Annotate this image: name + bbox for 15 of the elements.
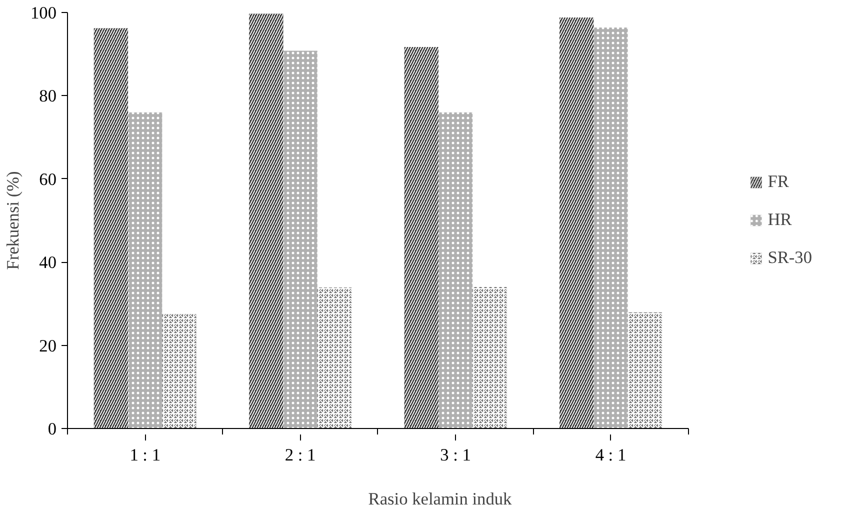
legend-label: HR [768, 210, 792, 230]
y-tick-label: 0 [48, 420, 57, 438]
y-tick-label: 60 [39, 170, 56, 189]
legend-label: SR-30 [768, 248, 812, 268]
y-tick-label: 80 [39, 86, 56, 106]
y-tick-label: 20 [39, 336, 56, 356]
y-tick-label: 100 [30, 4, 57, 22]
y-tick-label: 40 [39, 253, 56, 272]
x-tick-label: 2 : 1 [284, 446, 316, 464]
y-axis-title: Frekuensi (%) [4, 170, 23, 270]
legend-label: FR [768, 172, 789, 192]
x-axis-title: Rasio kelamin induk [368, 490, 512, 508]
x-tick-label: 3 : 1 [440, 446, 471, 464]
x-tick-label: 4 : 1 [595, 446, 626, 464]
x-tick-label: 1 : 1 [130, 446, 161, 464]
